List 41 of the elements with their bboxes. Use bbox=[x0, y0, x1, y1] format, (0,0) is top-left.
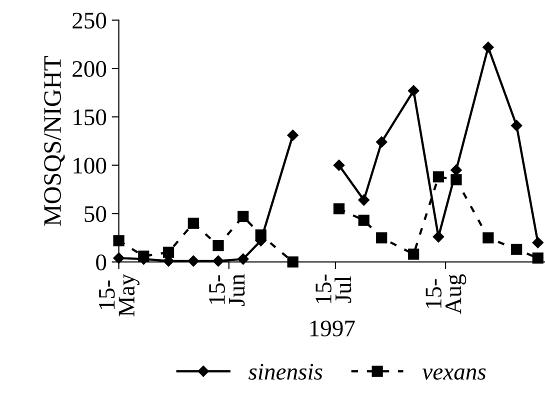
point bbox=[482, 232, 494, 244]
legend-label: sinensis bbox=[248, 364, 322, 380]
y-axis-title: MOSQS/NIGHT bbox=[44, 56, 65, 226]
legend-label: vexans bbox=[422, 368, 486, 380]
point bbox=[358, 194, 370, 206]
y-tick-label: 0 bbox=[96, 254, 106, 270]
point bbox=[238, 210, 249, 222]
point bbox=[511, 244, 522, 255]
point bbox=[333, 160, 345, 171]
point bbox=[113, 235, 124, 246]
point bbox=[287, 130, 298, 141]
x-tick-label: 15- Jun bbox=[209, 274, 245, 306]
x-tick-label: 15- May bbox=[98, 274, 140, 316]
point bbox=[358, 214, 370, 226]
point bbox=[450, 164, 462, 176]
point bbox=[212, 240, 224, 252]
point bbox=[376, 136, 388, 148]
point bbox=[482, 42, 494, 53]
point bbox=[188, 255, 199, 267]
point bbox=[408, 85, 420, 96]
x-axis-title: 1997 bbox=[310, 320, 355, 336]
point bbox=[532, 252, 544, 264]
point bbox=[287, 256, 298, 268]
point bbox=[532, 237, 544, 248]
point bbox=[376, 232, 388, 244]
y-tick-label: 100 bbox=[74, 158, 106, 174]
point bbox=[333, 203, 345, 214]
y-tick-label: 250 bbox=[72, 12, 106, 29]
y-tick-label: 50 bbox=[84, 206, 106, 222]
point bbox=[408, 248, 420, 260]
point bbox=[238, 253, 249, 265]
x-tick-label: 15- Jul bbox=[316, 274, 352, 304]
point bbox=[212, 255, 224, 267]
y-tick-label: 200 bbox=[72, 61, 106, 77]
y-tick-label: 150 bbox=[74, 109, 106, 126]
point bbox=[188, 218, 199, 229]
point bbox=[432, 231, 444, 242]
x-tick-label: 15- Aug bbox=[426, 274, 466, 314]
point bbox=[162, 246, 174, 258]
point bbox=[432, 171, 444, 182]
point bbox=[510, 120, 522, 132]
